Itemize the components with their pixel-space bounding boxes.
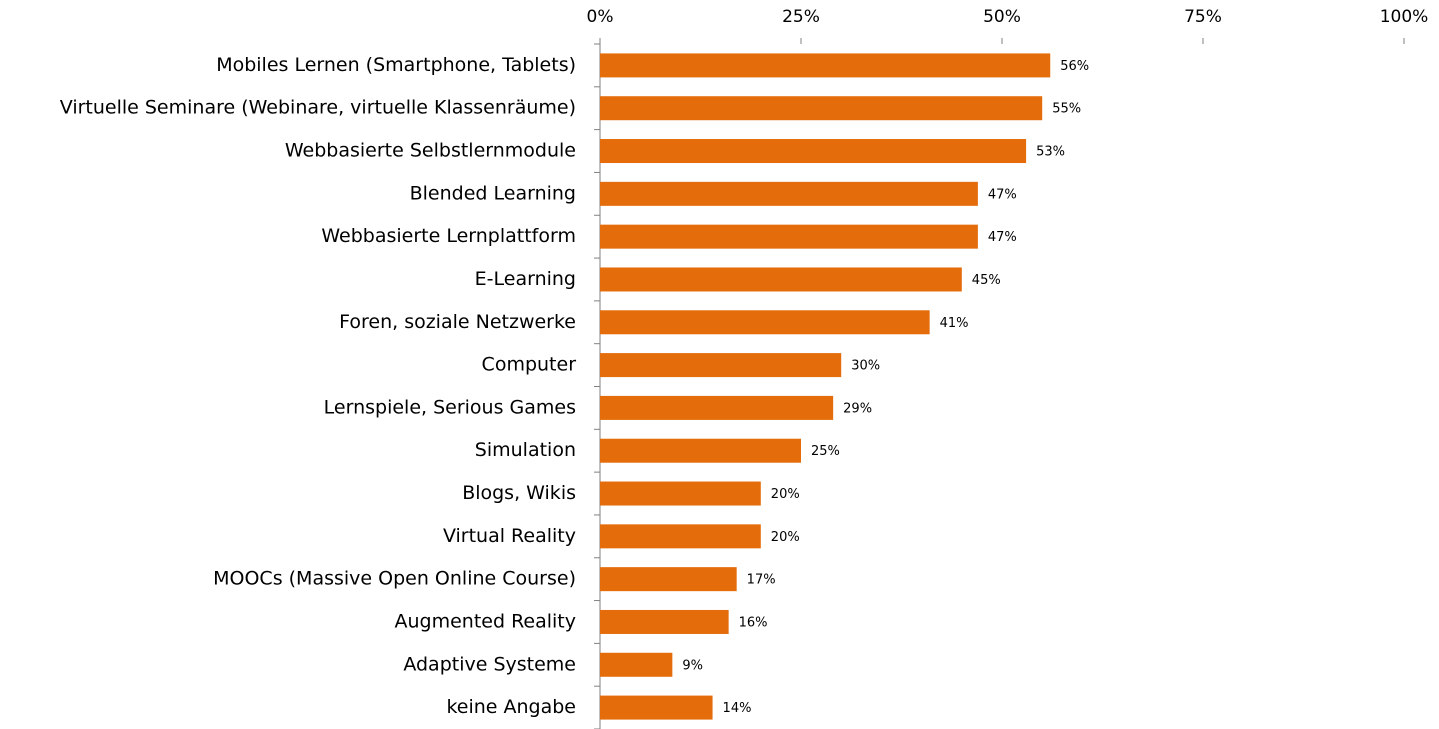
y-tick-label: keine Angabe — [446, 696, 576, 718]
bar — [600, 181, 978, 206]
value-label: 17% — [747, 573, 776, 588]
bar — [600, 609, 729, 634]
bar — [600, 395, 834, 420]
value-label: 53% — [1036, 145, 1065, 160]
y-tick-label: MOOCs (Massive Open Online Course) — [213, 568, 576, 590]
bar — [600, 438, 801, 463]
x-tick-label: 100% — [1380, 7, 1429, 27]
value-label: 9% — [682, 658, 703, 673]
y-tick-label: Lernspiele, Serious Games — [324, 396, 576, 418]
y-tick-label: Foren, soziale Netzwerke — [339, 311, 576, 333]
y-tick-label: Computer — [482, 354, 577, 376]
y-tick-label: Blended Learning — [410, 182, 576, 204]
value-label: 29% — [843, 401, 872, 416]
value-label: 47% — [988, 187, 1017, 202]
bar — [600, 353, 842, 378]
bar — [600, 524, 761, 549]
bar — [600, 310, 930, 335]
y-tick-label: Webbasierte Lernplattform — [321, 225, 576, 247]
value-label: 47% — [988, 230, 1017, 245]
y-tick-label: Adaptive Systeme — [403, 653, 576, 675]
x-tick-label: 75% — [1184, 7, 1222, 27]
value-label: 41% — [940, 316, 969, 331]
value-label: 30% — [851, 359, 880, 374]
x-tick-label: 50% — [983, 7, 1021, 27]
y-tick-label: Virtuelle Seminare (Webinare, virtuelle … — [60, 97, 576, 119]
value-label: 16% — [739, 615, 768, 630]
x-tick-label: 0% — [587, 7, 614, 27]
value-label: 20% — [771, 530, 800, 545]
y-tick-label: E-Learning — [475, 268, 576, 290]
y-tick-label: Webbasierte Selbstlernmodule — [285, 140, 576, 162]
value-label: 25% — [811, 444, 840, 459]
bar — [600, 695, 713, 720]
bar — [600, 652, 673, 677]
y-tick-label: Blogs, Wikis — [462, 482, 576, 504]
value-label: 55% — [1052, 102, 1081, 117]
bar — [600, 567, 737, 592]
value-label: 45% — [972, 273, 1001, 288]
bar — [600, 481, 761, 506]
value-label: 14% — [723, 701, 752, 716]
bar — [600, 139, 1027, 164]
y-tick-label: Simulation — [475, 439, 576, 461]
bar — [600, 53, 1051, 78]
y-tick-label: Mobiles Lernen (Smartphone, Tablets) — [216, 54, 576, 76]
value-label: 20% — [771, 487, 800, 502]
bar — [600, 96, 1043, 121]
y-tick-label: Virtual Reality — [443, 525, 576, 547]
x-tick-label: 25% — [782, 7, 820, 27]
bar — [600, 224, 978, 249]
y-tick-label: Augmented Reality — [394, 610, 576, 632]
value-label: 56% — [1060, 59, 1089, 74]
bar — [600, 267, 962, 292]
